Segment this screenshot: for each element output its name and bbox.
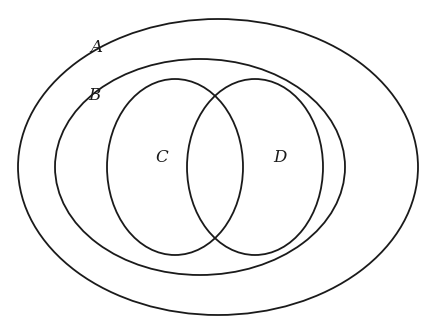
Text: D: D: [273, 150, 286, 166]
Text: C: C: [155, 150, 168, 166]
Text: B: B: [88, 88, 100, 105]
Text: A: A: [90, 40, 102, 57]
